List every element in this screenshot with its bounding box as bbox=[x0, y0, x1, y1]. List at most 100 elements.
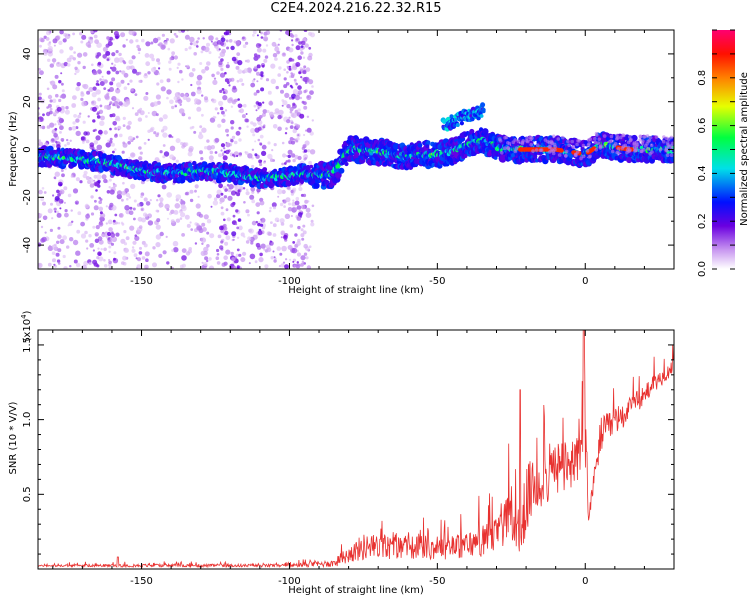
noise-point bbox=[208, 155, 214, 161]
noise-point bbox=[209, 233, 215, 239]
halo-point bbox=[664, 136, 669, 141]
noise-point bbox=[144, 53, 150, 58]
noise-point bbox=[120, 79, 125, 84]
ridge-point bbox=[463, 154, 468, 159]
noise-point bbox=[140, 195, 144, 198]
streak-point bbox=[114, 134, 118, 138]
noise-point bbox=[143, 95, 149, 101]
streak-point bbox=[225, 128, 229, 133]
noise-point bbox=[214, 107, 218, 111]
streak-point bbox=[295, 45, 301, 51]
noise-point bbox=[155, 133, 159, 138]
streak-point bbox=[59, 183, 62, 187]
noise-point bbox=[120, 32, 126, 38]
noise-point bbox=[66, 57, 72, 63]
noise-point bbox=[296, 252, 302, 257]
noise-point bbox=[305, 129, 308, 132]
halo-point bbox=[513, 138, 517, 142]
streak-point bbox=[232, 238, 235, 241]
noise-point bbox=[270, 78, 276, 85]
noise-point bbox=[68, 126, 73, 131]
noise-point bbox=[288, 202, 291, 206]
noise-point bbox=[300, 76, 303, 79]
noise-point bbox=[279, 202, 284, 207]
ridge-point bbox=[104, 167, 109, 172]
noise-point bbox=[52, 62, 55, 65]
noise-point bbox=[66, 138, 69, 142]
noise-point bbox=[38, 189, 43, 195]
noise-point bbox=[158, 117, 164, 122]
noise-point bbox=[145, 115, 148, 118]
noise-point bbox=[293, 78, 297, 82]
noise-point bbox=[114, 57, 120, 63]
noise-point bbox=[145, 201, 151, 206]
noise-point bbox=[186, 64, 190, 68]
streak-point bbox=[222, 154, 225, 157]
streak-point bbox=[289, 84, 293, 88]
noise-point bbox=[267, 90, 272, 95]
noise-point bbox=[188, 72, 194, 78]
streak-point bbox=[263, 124, 266, 127]
noise-point bbox=[141, 217, 146, 223]
noise-point bbox=[150, 41, 154, 45]
noise-point bbox=[51, 251, 56, 255]
noise-point bbox=[59, 239, 65, 245]
noise-point bbox=[216, 71, 220, 75]
noise-point bbox=[219, 197, 225, 203]
noise-point bbox=[70, 174, 74, 178]
noise-point bbox=[137, 47, 142, 52]
noise-point bbox=[212, 79, 218, 85]
noise-point bbox=[155, 113, 159, 117]
noise-point bbox=[189, 189, 194, 194]
streak-point bbox=[294, 95, 301, 101]
streak-point bbox=[219, 72, 226, 78]
streak-point bbox=[225, 79, 229, 83]
noise-point bbox=[169, 38, 175, 44]
streak-point bbox=[232, 214, 236, 218]
streak-point bbox=[295, 62, 301, 67]
streak-point bbox=[56, 144, 61, 149]
noise-point bbox=[98, 200, 102, 204]
streak-point bbox=[299, 113, 305, 119]
noise-point bbox=[203, 262, 208, 267]
noise-point bbox=[248, 262, 251, 265]
halo-point bbox=[648, 152, 652, 156]
noise-point bbox=[132, 68, 137, 74]
noise-point bbox=[84, 230, 88, 235]
noise-point bbox=[74, 200, 79, 205]
streak-point bbox=[255, 109, 258, 112]
noise-point bbox=[189, 42, 193, 46]
streak-point bbox=[111, 113, 116, 118]
noise-point bbox=[101, 174, 107, 180]
noise-point bbox=[152, 246, 156, 250]
streak-point bbox=[53, 263, 56, 266]
noise-point bbox=[152, 262, 157, 268]
streak-point bbox=[232, 153, 235, 157]
noise-point bbox=[218, 56, 221, 59]
noise-point bbox=[181, 78, 184, 81]
noise-point bbox=[155, 209, 159, 213]
halo-point bbox=[623, 143, 628, 148]
noise-point bbox=[121, 150, 125, 154]
noise-point bbox=[125, 99, 131, 104]
streak-point bbox=[111, 66, 117, 72]
noise-point bbox=[103, 79, 108, 84]
streak-point bbox=[230, 45, 235, 51]
halo-point bbox=[649, 143, 654, 148]
noise-point bbox=[72, 57, 77, 61]
streak-point bbox=[58, 117, 64, 124]
noise-point bbox=[42, 113, 45, 117]
upper-branch-point bbox=[480, 102, 486, 108]
halo-point bbox=[521, 139, 525, 143]
noise-point bbox=[47, 208, 53, 214]
ridge-point bbox=[354, 151, 360, 157]
noise-point bbox=[274, 257, 277, 260]
noise-point bbox=[216, 253, 220, 256]
noise-point bbox=[263, 248, 266, 251]
noise-point bbox=[269, 206, 272, 210]
noise-point bbox=[196, 45, 199, 48]
noise-point bbox=[261, 144, 267, 150]
noise-point bbox=[103, 259, 106, 262]
spectrogram-points bbox=[38, 30, 674, 269]
